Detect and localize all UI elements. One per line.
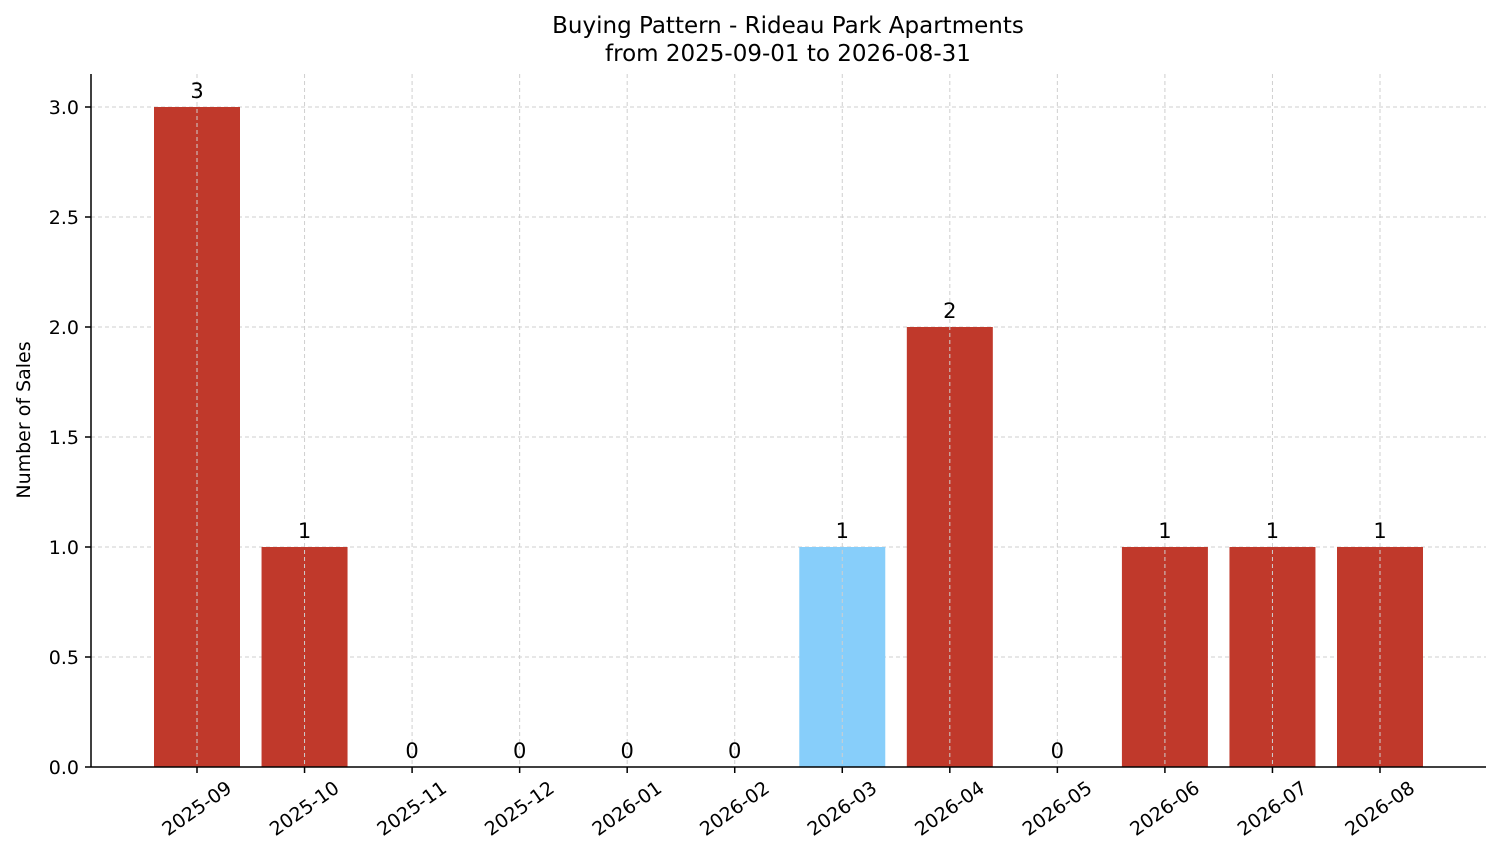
- bar-2025-09: [154, 107, 240, 767]
- x-tick-label: 2025-12: [481, 777, 559, 841]
- x-tick-label: 2025-11: [373, 777, 451, 841]
- y-tick-label: 2.5: [49, 207, 79, 229]
- y-tick-label: 1.5: [49, 427, 79, 449]
- data-label: 2: [943, 299, 956, 323]
- data-label: 1: [1373, 519, 1386, 543]
- x-tick-label: 2026-08: [1341, 777, 1419, 841]
- data-label: 3: [190, 79, 203, 103]
- axes: [85, 74, 1486, 773]
- x-tick-label: 2025-09: [158, 777, 236, 841]
- y-axis-label: Number of Sales: [13, 341, 35, 498]
- data-labels: 3 1 0 0 0 0 1 2 0 1 1 1: [190, 79, 1386, 763]
- bars: [154, 107, 1423, 767]
- x-tick-label: 2026-01: [588, 777, 666, 841]
- x-tick-label: 2025-10: [266, 777, 344, 841]
- data-label: 1: [1266, 519, 1279, 543]
- data-label: 0: [728, 739, 741, 763]
- data-label: 0: [1051, 739, 1064, 763]
- chart-subtitle: from 2025-09-01 to 2026-08-31: [605, 41, 971, 67]
- data-label: 0: [405, 739, 418, 763]
- data-label: 1: [836, 519, 849, 543]
- x-tick-label: 2026-06: [1126, 777, 1204, 841]
- data-label: 1: [298, 519, 311, 543]
- tick-labels: 0.0 0.5 1.0 1.5 2.0 2.5 3.0 2025-09 2025-10 2025-…: [49, 97, 1419, 841]
- x-tick-label: 2026-03: [803, 777, 881, 841]
- chart-title: Buying Pattern - Rideau Park Apartments: [552, 13, 1024, 39]
- x-tick-label: 2026-07: [1234, 777, 1312, 841]
- x-tick-label: 2026-05: [1019, 777, 1097, 841]
- x-tick-label: 2026-02: [696, 777, 774, 841]
- data-label: 0: [620, 739, 633, 763]
- data-label: 1: [1158, 519, 1171, 543]
- y-tick-label: 2.0: [49, 317, 79, 339]
- x-grid-lines: [196, 74, 1381, 767]
- y-tick-label: 0.5: [49, 647, 79, 669]
- y-tick-label: 1.0: [49, 537, 79, 559]
- data-label: 0: [513, 739, 526, 763]
- y-tick-label: 3.0: [49, 97, 79, 119]
- y-tick-label: 0.0: [49, 757, 79, 779]
- x-tick-label: 2026-04: [911, 777, 989, 841]
